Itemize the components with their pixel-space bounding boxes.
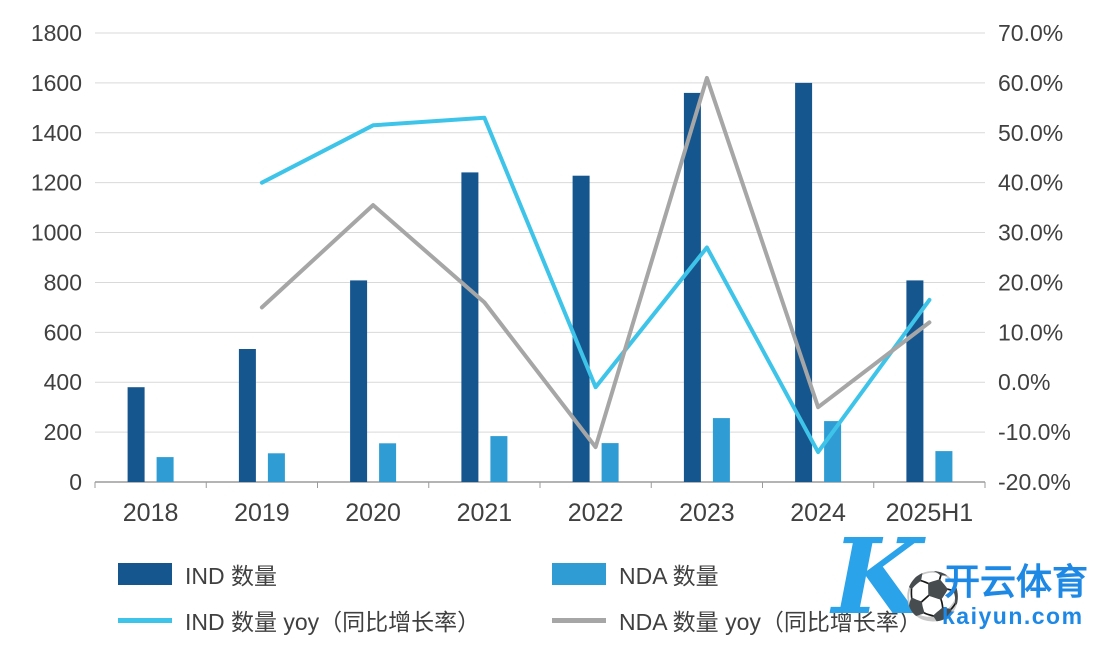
right-axis-tick-label: 20.0%: [998, 269, 1063, 295]
legend-item-ind-bars: IND 数量: [118, 556, 552, 592]
ind-yoy-line: [259, 115, 932, 455]
right-axis-tick-label: -20.0%: [998, 469, 1071, 495]
left-axis-tick-label: 1200: [31, 170, 82, 196]
x-axis-category-label: 2019: [234, 499, 290, 527]
kaiyun-watermark[interactable]: K ⚽ 开云体育 kaiyun.com: [822, 525, 1101, 657]
watermark-brand-text: 开云体育: [944, 561, 1089, 602]
legend-item-ind-yoy-line: IND 数量 yoy（同比增长率）: [118, 602, 552, 638]
left-axis-tick-label: 1600: [31, 70, 82, 96]
combo-chart: 020040060080010001200140016001800-20.0%-…: [31, 20, 1071, 527]
series-line: [259, 115, 932, 455]
bar: [238, 349, 256, 482]
left-axis-tick-label: 1000: [31, 220, 82, 246]
bar: [156, 457, 174, 482]
legend-label-nda-bars: NDA 数量: [619, 563, 719, 589]
bar: [379, 443, 397, 482]
bar: [461, 172, 479, 482]
legend-label-nda-yoy: NDA 数量 yoy（同比增长率）: [619, 609, 922, 635]
left-axis-tick-label: 600: [44, 319, 82, 345]
ind-yoy-line-swatch-icon: [118, 617, 172, 623]
x-axis-category-label: 2018: [123, 499, 179, 527]
watermark-domain-text: kaiyun.com: [942, 603, 1084, 629]
legend-label-ind-yoy: IND 数量 yoy（同比增长率）: [185, 609, 481, 635]
x-axis-category-label: 2020: [345, 499, 401, 527]
left-axis-tick-label: 0: [69, 469, 82, 495]
right-axis-tick-label: 50.0%: [998, 120, 1063, 146]
nda-yoy-line-swatch-icon: [552, 617, 606, 623]
left-axis-tick-label: 1400: [31, 120, 82, 146]
bar: [350, 280, 368, 482]
left-axis-labels: 0 200 400 600 800 1000 1200 1400 1600 1800: [31, 20, 82, 495]
chart-legend: IND 数量 NDA 数量 IND 数量 yoy（同比增长率） NDA 数量 y…: [118, 556, 922, 638]
right-axis-tick-label: 10.0%: [998, 319, 1063, 345]
x-axis-category-label: 2025H1: [886, 499, 974, 527]
right-axis-tick-label: 30.0%: [998, 220, 1063, 246]
bar: [712, 418, 730, 482]
legend-item-nda-yoy-line: NDA 数量 yoy（同比增长率）: [552, 602, 922, 638]
bar: [683, 92, 701, 483]
football-icon: ⚽: [904, 570, 962, 622]
bar: [127, 387, 145, 482]
x-axis-category-label: 2022: [568, 499, 624, 527]
nda-bars: [156, 418, 953, 482]
x-axis-category-label: 2021: [457, 499, 513, 527]
right-axis-tick-label: 70.0%: [998, 20, 1063, 46]
x-axis-category-label: 2023: [679, 499, 735, 527]
nda-yoy-line: [259, 75, 932, 450]
bar: [935, 451, 953, 482]
ind-bar-swatch-icon: [118, 563, 172, 585]
left-axis-tick-label: 1800: [31, 20, 82, 46]
bar: [601, 443, 619, 482]
legend-label-ind-bars: IND 数量: [185, 563, 277, 589]
left-axis-tick-label: 800: [44, 269, 82, 295]
right-axis-tick-label: 40.0%: [998, 170, 1063, 196]
legend-item-nda-bars: NDA 数量: [552, 556, 922, 592]
right-axis-tick-label: 60.0%: [998, 70, 1063, 96]
bar: [490, 436, 508, 482]
left-axis-tick-label: 200: [44, 419, 82, 445]
series-line: [259, 75, 932, 450]
nda-bar-swatch-icon: [552, 563, 606, 585]
x-axis-category-label: 2024: [790, 499, 846, 527]
x-axis-ticks: [94, 482, 986, 488]
x-axis-labels: 2018 2019 2020 2021 2022 2023 2024 2025H1: [123, 499, 973, 527]
left-axis-tick-label: 400: [44, 369, 82, 395]
bar: [267, 453, 285, 482]
right-axis-tick-label: 0.0%: [998, 369, 1050, 395]
right-axis-tick-label: -10.0%: [998, 419, 1071, 445]
bar: [572, 175, 590, 482]
right-axis-labels: -20.0% -10.0% 0.0% 10.0% 20.0% 30.0% 40.0% 50.0…: [998, 20, 1071, 495]
kaiyun-logo-k-icon: K: [832, 515, 923, 638]
